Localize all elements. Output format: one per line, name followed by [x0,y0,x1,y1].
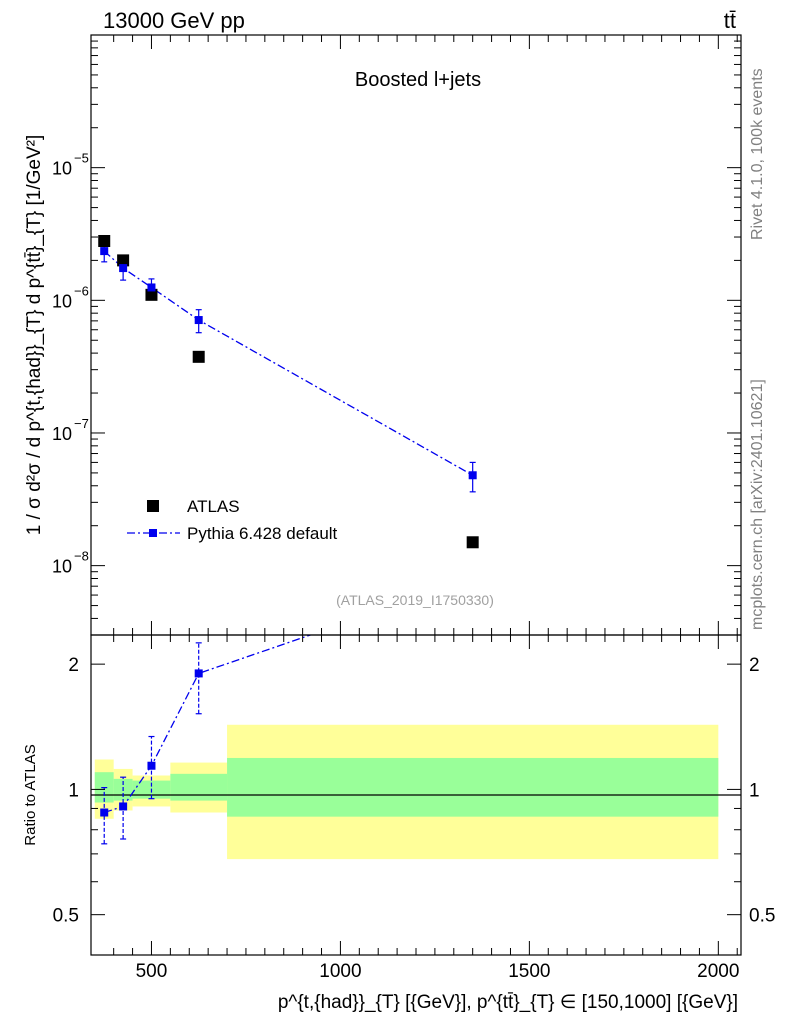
x-axis-label: p^{t,{had}}_{T} [{GeV}], p^{tt̄}_{T} ∈ [… [278,992,738,1013]
main-marks-group [98,234,479,549]
ratio-y-tick-label-right: 0.5 [749,906,775,927]
x-tick-label: 500 [136,961,168,982]
main-y-tick-exponent: −7 [74,416,89,431]
ratio-y-tick-label-right: 1 [749,780,760,801]
main-y-tick-label: 10 [52,424,72,444]
legend-mc-marker [149,529,157,537]
atlas-data-point [98,234,111,247]
rivet-version-label: Rivet 4.1.0, 100k events [749,68,766,240]
main-y-tick-label: 10 [52,557,72,577]
mc-data-point [119,264,128,273]
mc-data-point [147,283,156,292]
ratio-y-tick-label-left: 2 [68,655,79,676]
mc-data-point [468,471,477,480]
ratio-axis-ticks [91,635,741,956]
ratio-data-point [194,669,203,678]
ratio-y-axis-label: Ratio to ATLAS [22,744,39,845]
main-y-tick-label: 10 [52,159,72,179]
atlas-data-point [466,536,479,549]
atlas-data-point [192,350,205,363]
main-panel: 10−810−710−610−5 Boosted l+jets (ATLAS_2… [24,34,742,636]
main-y-tick-label: 10 [52,291,72,311]
ratio-y-tick-label-right: 2 [749,655,760,676]
atlas-data-point [117,254,130,267]
legend: ATLAS Pythia 6.428 default [127,497,338,543]
mcplots-credit-label: mcplots.cern.ch [arXiv:2401.10621] [749,379,766,630]
mc-dashdot-line [103,250,474,476]
header-process-label: tt̄ [724,8,736,33]
ratio-inner-band [170,773,228,801]
mc-line-group [103,250,474,476]
ratio-data-point [100,808,109,817]
legend-atlas-marker [147,500,159,512]
main-axis-ticks [91,34,741,636]
x-tick-label: 1000 [319,961,361,982]
x-tick-label: 1500 [508,961,550,982]
header-energy-label: 13000 GeV pp [103,8,245,33]
main-y-tick-exponent: −8 [74,549,89,564]
ratio-data-point [119,802,128,811]
x-tick-label: 2000 [697,961,739,982]
mc-data-point [100,247,109,256]
mc-data-point [194,316,203,325]
ratio-y-tick-label-left: 0.5 [53,906,79,927]
chart-title: Boosted l+jets [355,69,481,91]
legend-atlas-label: ATLAS [187,497,240,516]
ratio-panel: 0.5 0.5 1 1 2 2 500 1000 1500 2000 Ratio to ATLAS… [22,634,776,1013]
analysis-watermark: (ATLAS_2019_I1750330) [336,592,494,608]
ratio-tick-labels: 0.5 0.5 1 1 2 2 500 1000 1500 2000 [53,655,776,982]
ratio-y-tick-label-left: 1 [68,780,79,801]
ratio-uncertainty-bands [94,724,719,860]
ratio-data-point [147,761,156,770]
main-y-axis-label: 1 / σ d²σ / d p^{t,{had}}_{T} d p^{tt̄}_… [24,135,45,535]
ratio-inner-band [227,757,719,817]
legend-mc-label: Pythia 6.428 default [187,524,338,543]
main-frame [90,34,742,636]
main-y-tick-exponent: −6 [74,283,89,298]
main-y-tick-labels: 10−810−710−610−5 [52,151,89,577]
main-y-tick-exponent: −5 [74,151,89,166]
ratio-marks-group [100,642,203,845]
atlas-data-point [145,288,158,301]
